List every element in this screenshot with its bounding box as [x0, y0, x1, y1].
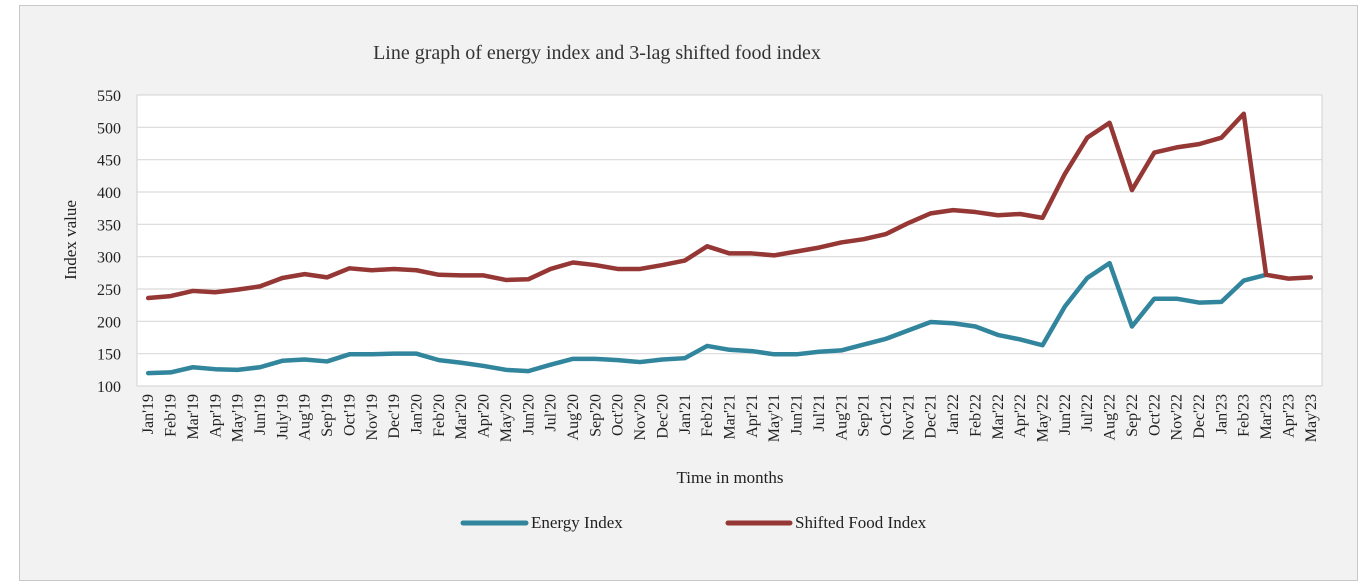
x-tick-label: Jun'21 — [789, 394, 806, 435]
y-tick-label: 450 — [97, 153, 121, 170]
x-tick-label: Apr'23 — [1280, 394, 1297, 438]
legend: Energy Index Shifted Food Index — [460, 513, 927, 532]
x-tick-label: Sep'22 — [1124, 394, 1141, 437]
x-tick-labels: Jan'19 Feb'19 Mar'19 Apr'19 May'19 Jun'19 July… — [140, 394, 1320, 442]
plot-area — [136, 94, 1323, 387]
y-tick-labels: 100 150 200 250 300 350 400 450 500 550 — [97, 88, 121, 396]
x-tick-label: Apr'20 — [476, 394, 493, 438]
x-tick-label: Aug'21 — [833, 394, 850, 440]
x-tick-label: Mar'21 — [722, 394, 739, 440]
x-tick-label: Apr'22 — [1012, 394, 1029, 438]
series-line-shifted-food-index — [145, 111, 1314, 301]
y-tick-label: 350 — [97, 217, 121, 234]
legend-label-food: Shifted Food Index — [795, 513, 927, 532]
x-tick-label: Dec'21 — [923, 394, 940, 439]
x-tick-label: Feb'23 — [1236, 394, 1253, 437]
series-lines — [145, 111, 1314, 376]
x-tick-label: Jul'21 — [811, 394, 828, 432]
x-tick-label: Jun'19 — [252, 394, 269, 435]
x-tick-label: May'22 — [1035, 394, 1052, 442]
x-tick-label: Oct'20 — [610, 394, 627, 436]
x-tick-label: Aug'19 — [297, 394, 314, 440]
y-tick-label: 200 — [97, 314, 121, 331]
y-tick-label: 550 — [97, 88, 121, 105]
x-tick-label: May'21 — [766, 394, 783, 442]
x-tick-label: Nov'22 — [1169, 394, 1186, 440]
x-tick-label: Jan'20 — [408, 394, 425, 434]
x-tick-label: Aug'22 — [1102, 394, 1119, 440]
x-tick-label: Sep'21 — [856, 394, 873, 437]
x-tick-label: Feb'22 — [967, 394, 984, 437]
y-tick-label: 250 — [97, 282, 121, 299]
x-tick-label: Mar'19 — [185, 394, 202, 440]
y-tick-label: 400 — [97, 185, 121, 202]
x-tick-label: Jul'20 — [543, 394, 560, 432]
y-tick-label: 500 — [97, 120, 121, 137]
x-tick-label: Nov'20 — [632, 394, 649, 440]
x-tick-label: Jan'22 — [945, 394, 962, 434]
chart-title: Line graph of energy index and 3-lag shi… — [373, 42, 821, 64]
x-tick-label: Dec'19 — [386, 394, 403, 439]
y-tick-label: 100 — [97, 379, 121, 396]
x-tick-label: Oct'22 — [1146, 394, 1163, 436]
x-tick-label: Aug'20 — [565, 394, 582, 440]
x-tick-label: Jan'21 — [677, 394, 694, 434]
x-tick-label: Jan'23 — [1213, 394, 1230, 434]
x-tick-label: Oct'21 — [878, 394, 895, 436]
y-tick-label: 300 — [97, 250, 121, 267]
x-tick-label: Dec'20 — [654, 394, 671, 439]
legend-label-energy: Energy Index — [531, 513, 623, 532]
y-tick-label: 150 — [97, 347, 121, 364]
x-tick-label: Dec'22 — [1191, 394, 1208, 439]
x-tick-label: Mar'22 — [990, 394, 1007, 440]
x-tick-label: Sep'20 — [587, 394, 604, 437]
x-tick-label: Apr'19 — [207, 394, 224, 438]
x-tick-label: Nov'21 — [900, 394, 917, 440]
x-tick-label: Apr'21 — [744, 394, 761, 438]
x-tick-label: July'19 — [274, 394, 291, 440]
x-tick-label: May'19 — [230, 394, 247, 442]
y-axis-label: Index value — [61, 200, 80, 280]
x-tick-label: Jun'20 — [520, 394, 537, 435]
x-tick-label: Jan'19 — [140, 394, 157, 434]
x-tick-label: Feb'19 — [163, 394, 180, 437]
x-axis-label: Time in months — [676, 468, 783, 487]
x-tick-label: May'20 — [498, 394, 515, 442]
x-tick-label: Nov'19 — [364, 394, 381, 440]
x-tick-label: Oct'19 — [341, 394, 358, 436]
series-line-energy-index — [145, 260, 1269, 376]
x-tick-label: Jul'22 — [1079, 394, 1096, 432]
x-tick-label: Sep'19 — [319, 394, 336, 437]
gridlines — [137, 94, 1322, 387]
x-tick-label: Jun'22 — [1057, 394, 1074, 435]
x-tick-label: Feb'20 — [431, 394, 448, 437]
x-tick-label: Mar'20 — [453, 394, 470, 440]
x-tick-label: Feb'21 — [699, 394, 716, 437]
x-tick-label: May'23 — [1303, 394, 1320, 442]
x-tick-label: Mar'23 — [1258, 394, 1275, 440]
